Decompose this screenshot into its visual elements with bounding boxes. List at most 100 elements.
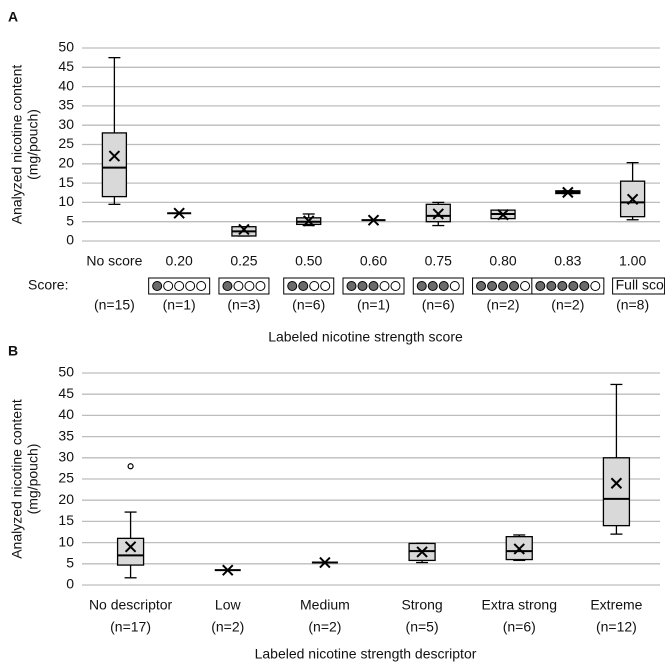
x-tick-label: 0.25 <box>230 253 257 269</box>
n-label: (n=5) <box>406 619 439 635</box>
x-tick-label: Extra strong <box>482 597 557 613</box>
x-tick-label: 0.50 <box>295 253 322 269</box>
n-label: (n=1) <box>357 297 390 313</box>
score-dot <box>546 281 557 291</box>
n-label: (n=17) <box>110 619 151 635</box>
panel-letter: B <box>8 343 18 359</box>
x-axis-label: Labeled nicotine strength score <box>268 329 463 345</box>
y-tick-label: 35 <box>58 97 74 113</box>
y-axis-label: (mg/pouch) <box>25 109 41 180</box>
x-tick-label: 0.60 <box>360 253 387 269</box>
score-dot <box>487 281 498 291</box>
n-label: (n=2) <box>487 297 520 313</box>
n-label: (n=3) <box>227 297 260 313</box>
score-dot <box>320 281 331 291</box>
score-dot <box>427 281 438 291</box>
score-dot <box>535 281 546 291</box>
y-tick-label: 30 <box>58 449 74 465</box>
mean-marker <box>319 556 331 569</box>
y-tick-label: 50 <box>58 364 74 380</box>
box <box>101 132 128 198</box>
score-icon-label: Full score <box>616 277 665 293</box>
y-tick-label: 15 <box>58 174 74 190</box>
x-tick-label: 0.75 <box>425 253 452 269</box>
y-tick-label: 35 <box>58 427 74 443</box>
score-dot <box>174 281 185 291</box>
x-axis-label: Labeled nicotine strength descriptor <box>255 646 477 662</box>
score-dot <box>222 281 233 291</box>
x-tick-label: No descriptor <box>89 597 173 613</box>
score-dot <box>568 281 579 291</box>
y-tick-label: 5 <box>66 212 74 228</box>
box <box>602 457 631 527</box>
score-dot <box>379 281 390 291</box>
y-tick-label: 45 <box>58 58 74 74</box>
x-tick-label: 0.83 <box>554 253 581 269</box>
score-dot <box>287 281 298 291</box>
mean-marker <box>432 208 444 220</box>
score-icon-frame <box>218 277 270 295</box>
score-dot <box>520 281 531 291</box>
y-tick-label: 0 <box>66 576 74 592</box>
mean-marker <box>238 223 250 236</box>
y-axis-label: Analyzed nicotine content <box>9 65 25 225</box>
n-label: (n=2) <box>308 619 341 635</box>
x-tick-label: Strong <box>401 597 442 613</box>
y-axis-label: (mg/pouch) <box>25 444 41 515</box>
score-dot <box>346 281 357 291</box>
score-dot <box>509 281 520 291</box>
y-tick-label: 5 <box>66 555 74 571</box>
y-tick-label: 50 <box>58 39 74 55</box>
x-tick-label: 0.20 <box>166 253 193 269</box>
score-icon-frame <box>283 277 335 295</box>
outlier <box>127 463 134 470</box>
score-dot <box>498 281 509 291</box>
x-tick-label: Medium <box>300 597 350 613</box>
n-label: (n=15) <box>94 297 135 313</box>
mean-marker <box>124 541 137 553</box>
score-dot <box>557 281 568 291</box>
n-label: (n=2) <box>551 297 584 313</box>
mean-marker <box>222 564 234 576</box>
score-dot <box>185 281 196 291</box>
x-tick-label: Extreme <box>590 597 642 613</box>
y-tick-label: 20 <box>58 491 74 507</box>
mean-marker <box>108 150 121 162</box>
score-dot <box>476 281 487 291</box>
x-tick-label: 0.80 <box>489 253 516 269</box>
x-tick-label: Low <box>215 597 242 613</box>
mean-marker <box>497 209 509 221</box>
panel-letter: A <box>8 9 18 25</box>
score-dot <box>357 281 368 291</box>
mean-marker <box>416 546 428 558</box>
score-dot <box>579 281 590 291</box>
score-dot <box>163 281 174 291</box>
y-tick-label: 15 <box>58 512 74 528</box>
score-dot <box>390 281 401 291</box>
x-tick-label: 1.00 <box>619 253 646 269</box>
x-tick-label: No score <box>86 253 142 269</box>
y-tick-label: 40 <box>58 406 74 422</box>
y-tick-label: 30 <box>58 116 74 132</box>
score-dot <box>368 281 379 291</box>
n-label: (n=6) <box>422 297 455 313</box>
y-axis-label: Analyzed nicotine content <box>9 399 25 559</box>
n-label: (n=12) <box>596 619 637 635</box>
y-tick-label: 0 <box>66 232 74 248</box>
n-label: (n=6) <box>292 297 325 313</box>
score-dot <box>438 281 449 291</box>
score-dot <box>255 281 266 291</box>
score-dot <box>196 281 207 291</box>
score-dot <box>309 281 320 291</box>
y-tick-label: 25 <box>58 135 74 151</box>
score-dot <box>298 281 309 291</box>
mean-marker <box>303 215 315 227</box>
score-icon-frame <box>412 277 464 295</box>
mean-marker <box>173 207 185 219</box>
score-dot <box>449 281 460 291</box>
y-tick-label: 20 <box>58 155 74 171</box>
y-tick-label: 25 <box>58 470 74 486</box>
n-label: (n=8) <box>616 297 649 313</box>
